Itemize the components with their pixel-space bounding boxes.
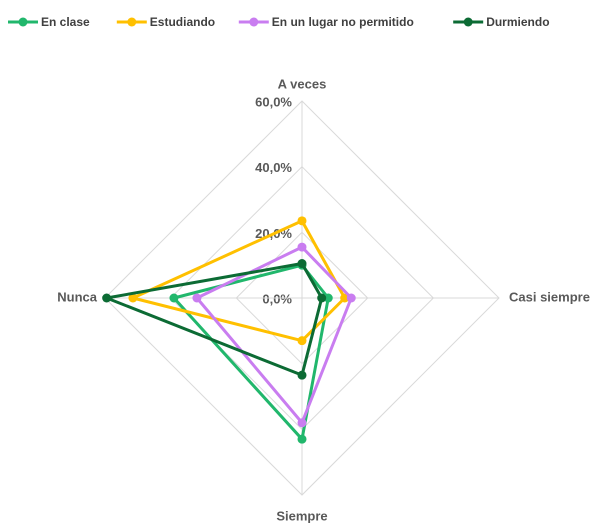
point (340, 293, 350, 303)
point (128, 293, 138, 303)
point (297, 242, 307, 252)
legend-label: Estudiando (150, 15, 215, 29)
point (297, 216, 307, 226)
point (297, 418, 307, 428)
legend-marker (127, 17, 137, 27)
point (297, 434, 307, 444)
legend-marker (249, 17, 259, 27)
point (323, 293, 333, 303)
point (192, 293, 202, 303)
r-tick-label: 60,0% (255, 94, 292, 109)
point (346, 293, 356, 303)
point (317, 293, 327, 303)
point (297, 259, 307, 269)
point (169, 293, 179, 303)
r-tick-label: 0,0% (262, 291, 292, 306)
category-label: Casi siempre (509, 289, 590, 304)
category-label: A veces (278, 76, 327, 91)
point (102, 293, 112, 303)
legend-label: Durmiendo (486, 15, 549, 29)
r-tick-label: 40,0% (255, 160, 292, 175)
category-label: Siempre (276, 508, 327, 523)
legend-label: En clase (41, 15, 90, 29)
category-label: Nunca (57, 289, 98, 304)
legend-marker (463, 17, 473, 27)
legend-marker (18, 17, 28, 27)
point (297, 336, 307, 346)
legend-label: En un lugar no permitido (272, 15, 414, 29)
point (297, 370, 307, 380)
